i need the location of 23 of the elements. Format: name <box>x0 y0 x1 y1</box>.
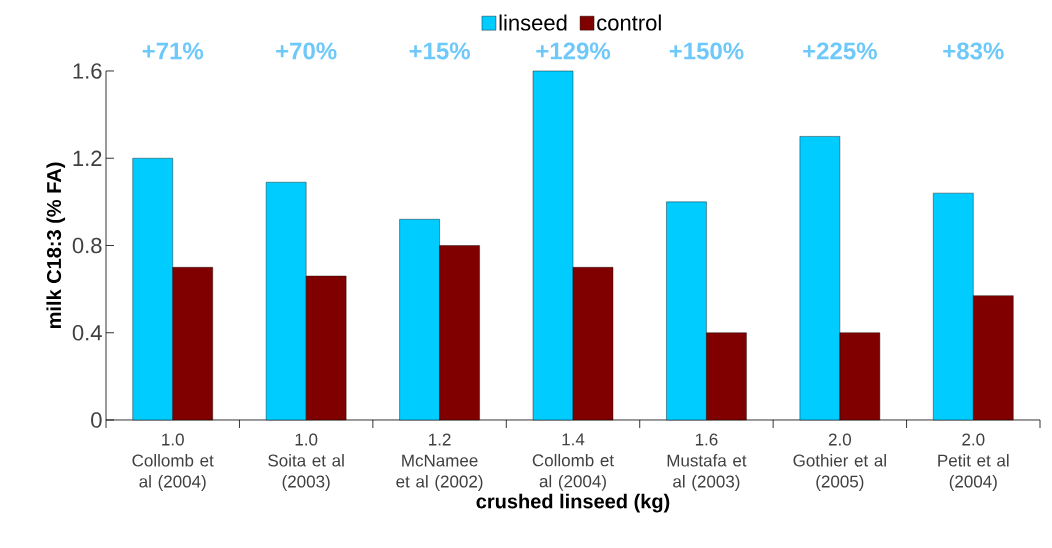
x-tick-label: 1.0 Collomb et al (2004) <box>132 433 214 491</box>
x-tick-label: 1.4 Collomb et al (2004) <box>532 433 614 491</box>
text: +225% <box>803 42 877 60</box>
text: +150% <box>669 42 744 60</box>
text: +71% <box>142 42 204 60</box>
legend-label: linseed <box>499 14 567 31</box>
x-axis-title: crushed linseed (kg) <box>476 493 670 513</box>
text: +129% <box>536 42 611 60</box>
legend-label: control <box>597 14 661 31</box>
y-tick-label: 1.6 <box>73 63 102 79</box>
text: +15% <box>409 42 470 60</box>
x-tick-label: 2.0 Gothier et al (2005) <box>793 433 886 491</box>
y-tick-label: 1.2 <box>73 150 102 166</box>
x-tick-label: 1.6 Mustafa et al (2003) <box>667 433 747 491</box>
y-tick-label: 0 <box>91 412 102 428</box>
text: +83% <box>943 42 1004 60</box>
x-tick-label: 1.2 McNamee et al (2002) <box>396 433 483 491</box>
y-tick-label: 0.4 <box>72 324 102 341</box>
text: +70% <box>276 42 337 60</box>
x-tick-label: 2.0 Petit et al (2004) <box>938 433 1009 491</box>
x-tick-label: 1.0 Soita et al (2003) <box>268 433 344 491</box>
y-tick-label: 0.8 <box>72 237 102 254</box>
y-axis-title: milk C18:3 (% FA) <box>46 162 66 329</box>
